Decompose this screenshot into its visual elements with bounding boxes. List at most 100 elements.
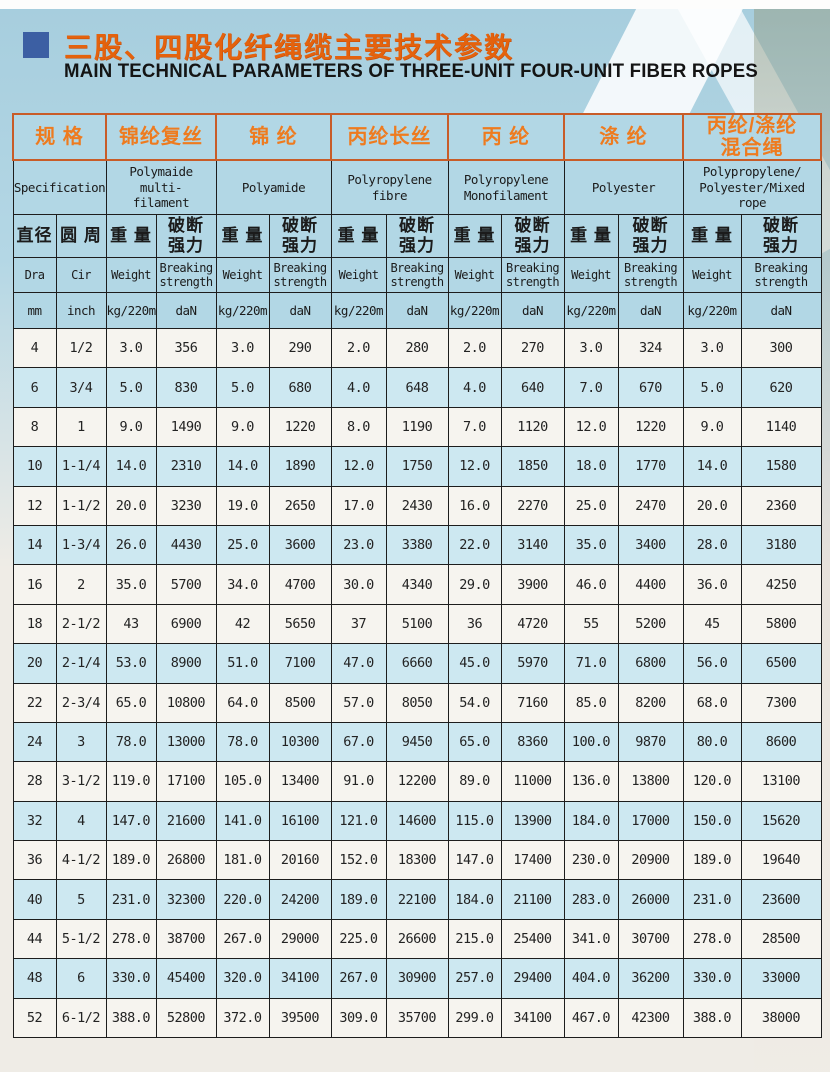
table-cell: 78.0 [215, 721, 270, 763]
table-cell: 2470 [617, 485, 684, 526]
table-cell: 115.0 [447, 800, 502, 842]
table-cell: 28.0 [682, 524, 742, 566]
table-cell: 1 [55, 406, 107, 448]
table-cell: 29400 [500, 958, 565, 999]
subheader-weight-cn: 重 量 [105, 214, 157, 258]
group-header-polyamide-multifilament-en: Polymaide multi- filament [105, 159, 217, 215]
group-header-polypropylene-fibre-en: Polyropylene fibre [330, 159, 449, 215]
table-cell: 9.0 [105, 406, 157, 448]
table-cell: 20.0 [105, 485, 157, 526]
group-header-mixed-rope-en: Polypropylene/ Polyester/Mixed rope [682, 159, 822, 215]
table-row: 52 6-1/2 388.0 52800 372.0 39500 309.0 35700 299… [12, 997, 822, 1039]
table-cell: 141.0 [215, 800, 270, 842]
table-cell: 22 [12, 682, 57, 723]
table-cell: 33000 [740, 958, 822, 999]
group-header-polyamide-en: Polyamide [215, 159, 332, 215]
table-cell: 35.0 [563, 524, 619, 566]
table-cell: 1220 [268, 406, 332, 448]
table-cell: 42300 [617, 997, 684, 1039]
table-cell: 56.0 [682, 643, 742, 684]
table-cell: 220.0 [215, 879, 270, 920]
table-cell: 28 [12, 761, 57, 802]
table-cell: 372.0 [215, 997, 270, 1039]
table-cell: 16100 [268, 800, 332, 842]
table-cell: 4430 [155, 524, 217, 566]
table-cell: 6500 [740, 643, 822, 684]
table-row: 40 5 231.0 32300 220.0 24200 189.0 22100 184.0 21… [12, 879, 822, 920]
table-cell: 189.0 [105, 840, 157, 881]
table-cell: 23600 [740, 879, 822, 920]
group-header-mixed-rope-cn: 丙纶/涤纶 混合绳 [682, 113, 822, 161]
unit-weight: kg/220m [682, 292, 742, 329]
table-cell: 225.0 [330, 918, 387, 960]
table-cell: 12 [12, 485, 57, 526]
table-cell: 46.0 [563, 564, 619, 605]
table-cell: 1890 [268, 446, 332, 487]
table-cell: 17400 [500, 840, 565, 881]
table-cell: 2.0 [447, 327, 502, 369]
table-cell: 6 [55, 958, 107, 999]
header-row-sub-cn: 直径 圆 周 重 量 破断 强力 重 量 破断 强力 重 量 破断 强力 重 量… [12, 214, 822, 258]
table-cell: 34.0 [215, 564, 270, 605]
table-row: 48 6 330.0 45400 320.0 34100 267.0 30900 257.0 29… [12, 958, 822, 999]
table-cell: 18300 [385, 840, 449, 881]
unit-breaking: daN [385, 292, 449, 329]
table-cell: 309.0 [330, 997, 387, 1039]
table-cell: 9450 [385, 721, 449, 763]
table-cell: 15620 [740, 800, 822, 842]
table-cell: 280 [385, 327, 449, 369]
table-row: 32 4 147.0 21600 141.0 16100 121.0 14600 115.0 13… [12, 800, 822, 842]
table-cell: 4340 [385, 564, 449, 605]
table-cell: 91.0 [330, 761, 387, 802]
group-header-polyester-en: Polyester [563, 159, 684, 215]
table-cell: 12200 [385, 761, 449, 802]
subheader-breaking-cn: 破断 强力 [385, 214, 449, 258]
subheader-weight-en: Weight [682, 257, 742, 293]
table-cell: 19640 [740, 840, 822, 881]
table-cell: 1220 [617, 406, 684, 448]
table-cell: 8.0 [330, 406, 387, 448]
table-cell: 1850 [500, 446, 565, 487]
table-row: 16 2 35.0 5700 34.0 4700 30.0 4340 29.0 3900 46.0 4… [12, 564, 822, 605]
unit-breaking: daN [617, 292, 684, 329]
table-cell: 5700 [155, 564, 217, 605]
table-cell: 47.0 [330, 643, 387, 684]
table-cell: 9870 [617, 721, 684, 763]
subheader-diameter-cn: 直径 [12, 214, 57, 258]
table-cell: 3-1/2 [55, 761, 107, 802]
subheader-breaking-en: Breaking strength [268, 257, 332, 293]
table-cell: 36200 [617, 958, 684, 999]
table-cell: 12.0 [447, 446, 502, 487]
unit-weight: kg/220m [105, 292, 157, 329]
table-cell: 5.0 [682, 367, 742, 408]
table-cell: 30900 [385, 958, 449, 999]
table-cell: 5100 [385, 603, 449, 645]
table-cell: 40 [12, 879, 57, 920]
table-cell: 290 [268, 327, 332, 369]
table-cell: 267.0 [215, 918, 270, 960]
subheader-weight-en: Weight [105, 257, 157, 293]
table-cell: 13900 [500, 800, 565, 842]
table-cell: 320.0 [215, 958, 270, 999]
table-cell: 20 [12, 643, 57, 684]
table-row: 6 3/4 5.0 830 5.0 680 4.0 648 4.0 640 7.0 670 5.0 620 [12, 367, 822, 408]
table-cell: 6-1/2 [55, 997, 107, 1039]
table-cell: 147.0 [105, 800, 157, 842]
table-cell: 283.0 [563, 879, 619, 920]
table-cell: 8360 [500, 721, 565, 763]
table-cell: 189.0 [682, 840, 742, 881]
table-cell: 17100 [155, 761, 217, 802]
subheader-breaking-cn: 破断 强力 [155, 214, 217, 258]
table-cell: 7.0 [563, 367, 619, 408]
table-cell: 10300 [268, 721, 332, 763]
table-cell: 68.0 [682, 682, 742, 723]
table-cell: 38700 [155, 918, 217, 960]
table-cell: 36 [447, 603, 502, 645]
table-cell: 1120 [500, 406, 565, 448]
table-cell: 14 [12, 524, 57, 566]
subheader-breaking-en: Breaking strength [740, 257, 822, 293]
table-cell: 78.0 [105, 721, 157, 763]
table-cell: 356 [155, 327, 217, 369]
table-cell: 37 [330, 603, 387, 645]
table-cell: 278.0 [105, 918, 157, 960]
